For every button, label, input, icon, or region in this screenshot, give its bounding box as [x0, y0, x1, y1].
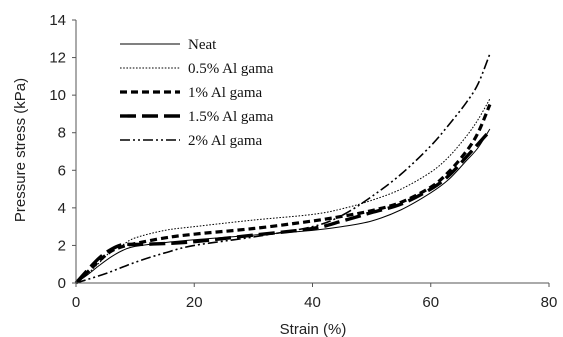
y-axis-title: Pressure stress (kPa) — [12, 78, 29, 222]
y-tick-label: 14 — [49, 12, 66, 29]
legend-label: 0.5% Al gama — [188, 61, 274, 77]
x-tick-label: 60 — [422, 294, 439, 311]
y-tick-label: 10 — [49, 87, 66, 104]
legend-label: 1% Al gama — [188, 85, 262, 101]
plot-lines — [74, 53, 492, 285]
axes — [72, 19, 550, 287]
y-tick-label: 12 — [49, 50, 66, 67]
y-tick-label: 2 — [58, 237, 66, 254]
y-tick-label: 4 — [58, 200, 66, 217]
y-tick-label: 0 — [58, 275, 66, 292]
y-tick-label: 8 — [58, 125, 66, 142]
series-line-0 — [75, 128, 491, 284]
x-tick-label: 40 — [304, 294, 321, 311]
legend: Neat 0.5% Al gama 1% Al gama 1.5% Al gama 2%… — [120, 37, 274, 149]
series-line-3 — [74, 129, 492, 285]
legend-label: Neat — [188, 37, 217, 53]
series-line-1 — [75, 98, 491, 284]
y-tick-label: 6 — [58, 162, 66, 179]
legend-label: 1.5% Al gama — [188, 109, 274, 125]
tick-labels: 0 2 4 6 8 10 12 14 0 20 40 60 80 — [49, 12, 557, 311]
series-line-4 — [75, 53, 491, 284]
x-tick-label: 0 — [72, 294, 80, 311]
x-axis-title: Strain (%) — [280, 321, 347, 337]
x-tick-label: 20 — [186, 294, 203, 311]
legend-label: 2% Al gama — [188, 133, 262, 149]
series-line-2 — [74, 103, 492, 285]
x-tick-label: 80 — [541, 294, 558, 311]
